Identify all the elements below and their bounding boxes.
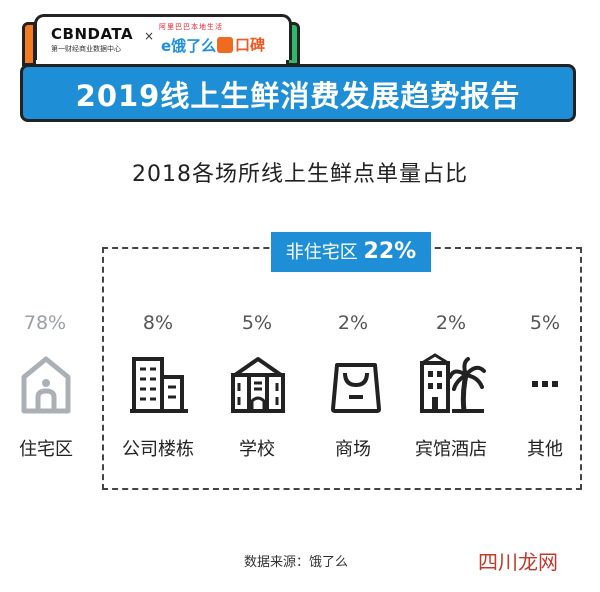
alibaba-local-text: 阿里巴巴本地生活: [159, 23, 223, 31]
hotel-palm-icon: [420, 353, 486, 413]
label-residential: 住宅区: [19, 439, 73, 460]
koubei-logo: 口碑: [235, 36, 266, 54]
school-icon: [231, 357, 285, 413]
data-source: 数据来源：饿了么: [244, 555, 349, 570]
pct-hotel: 2%: [435, 312, 467, 334]
pct-school: 5%: [241, 312, 273, 334]
badge-pct: 22%: [363, 239, 417, 264]
label-other: 其他: [527, 439, 563, 460]
label-school: 学校: [239, 439, 275, 460]
label-hotel: 宾馆酒店: [415, 439, 487, 460]
more-dots-icon: [532, 381, 558, 387]
pct-mall: 2%: [337, 312, 369, 334]
label-mall: 商场: [335, 439, 371, 460]
label-office: 公司楼栋: [122, 439, 194, 460]
pct-residential: 78%: [23, 312, 67, 334]
watermark: 四川龙网: [478, 550, 558, 574]
shopping-bag-icon: [331, 363, 381, 413]
non-residential-badge: 非住宅区 22%: [271, 232, 431, 272]
cbndata-subtitle: 第一财经商业数据中心: [51, 45, 121, 53]
eleme-logo: e饿了么: [161, 37, 217, 55]
pct-office: 8%: [142, 312, 174, 334]
cbndata-logo: CBNDATA: [51, 25, 134, 43]
title-bar: 2019线上生鲜消费发展趋势报告: [20, 64, 576, 122]
house-icon: [21, 356, 71, 414]
report-title: 2019线上生鲜消费发展趋势报告: [75, 79, 521, 113]
cross-symbol: ×: [144, 29, 155, 43]
chart-subtitle: 2018各场所线上生鲜点单量占比: [132, 162, 468, 187]
logo-card: CBNDATA 第一财经商业数据中心 × 阿里巴巴本地生活 e饿了么 口碑: [34, 14, 292, 60]
koubei-icon: [217, 37, 233, 53]
pct-other: 5%: [529, 312, 561, 334]
office-building-icon: [130, 357, 188, 413]
badge-label: 非住宅区: [285, 242, 358, 263]
